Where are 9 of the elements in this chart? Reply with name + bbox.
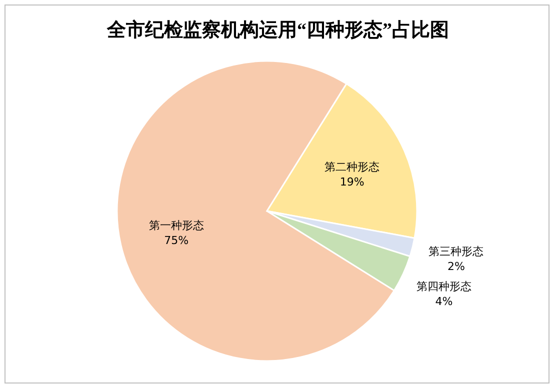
data-label: 19% (340, 175, 364, 188)
slice-label: 第三种形态 (428, 245, 484, 258)
data-label: 75% (164, 234, 189, 247)
data-label: 4% (435, 294, 453, 308)
chart-title: 全市纪检监察机构运用“四种形态”占比图 (106, 19, 449, 41)
data-label: 2% (447, 260, 465, 274)
slice-label: 第一种形态 (148, 218, 204, 232)
slice-label: 第四种形态 (416, 280, 472, 293)
slice-label: 第二种形态 (324, 160, 380, 174)
